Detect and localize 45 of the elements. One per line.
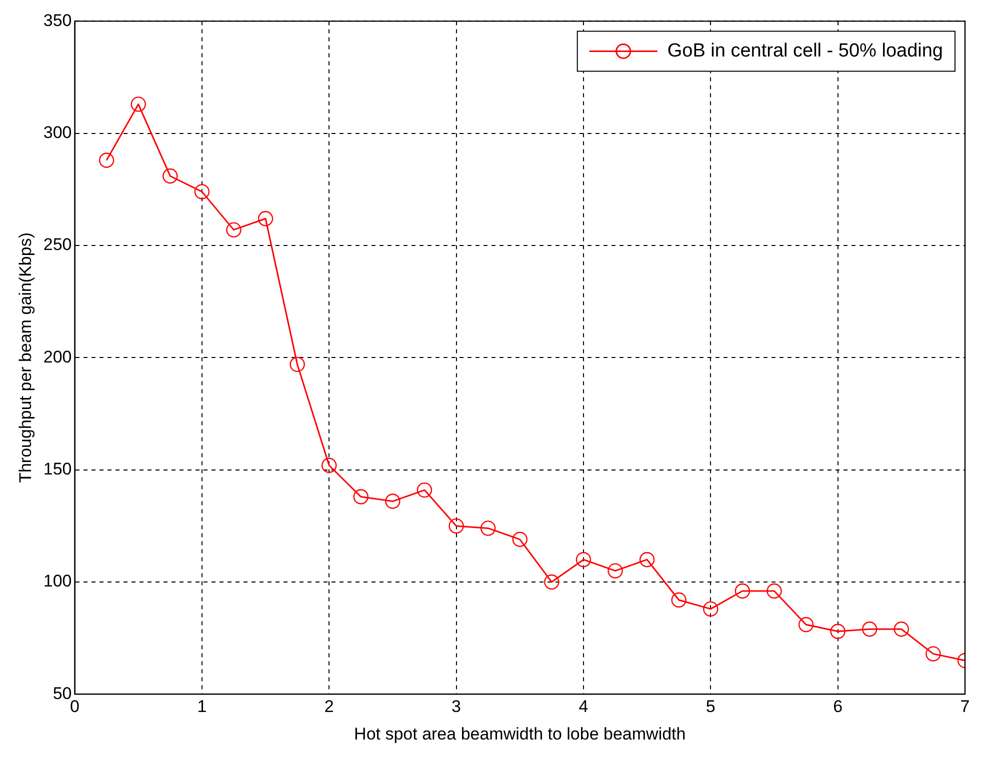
y-tick-label: 150 (43, 460, 72, 479)
point (703, 601, 718, 617)
point (576, 552, 592, 568)
x-tick-label: 4 (578, 697, 588, 716)
x-tick-label: 1 (197, 697, 207, 716)
x-tick-label: 2 (324, 697, 334, 716)
x-tick-label: 7 (960, 697, 970, 716)
point (385, 494, 400, 509)
point (194, 184, 210, 200)
point (639, 552, 655, 568)
y-tick-label: 350 (43, 10, 72, 30)
y-tick-label: 200 (43, 347, 72, 366)
x-axis-title: Hot spot area beamwidth to lobe beamwidth (354, 724, 686, 744)
point (353, 489, 369, 504)
y-tick-label: 50 (52, 684, 72, 703)
point (798, 617, 814, 632)
point (544, 574, 560, 590)
x-tick-label: 3 (452, 697, 462, 716)
point (671, 592, 686, 608)
point (766, 583, 782, 599)
y-axis-title: Throughput per beam gain(Kbps) (16, 232, 35, 483)
point (894, 622, 910, 637)
point (862, 622, 878, 637)
point (98, 152, 114, 168)
point (162, 168, 178, 184)
point (608, 563, 623, 578)
x-tick-label: 6 (833, 697, 843, 716)
point (322, 458, 337, 473)
point (290, 356, 305, 372)
point (512, 532, 528, 548)
point (226, 222, 242, 238)
point (480, 520, 496, 536)
point (734, 583, 750, 599)
x-tick-label: 0 (70, 697, 80, 716)
y-tick-label: 100 (43, 572, 72, 591)
point (926, 646, 941, 662)
y-tick-label: 300 (43, 123, 72, 142)
point (258, 211, 274, 226)
point (416, 482, 432, 498)
x-tick-label: 5 (706, 697, 716, 716)
point (130, 96, 146, 112)
point (830, 624, 846, 639)
point (448, 518, 464, 534)
legend-label: GoB in central cell - 50% loading (667, 40, 944, 62)
y-tick-label: 250 (43, 235, 72, 254)
